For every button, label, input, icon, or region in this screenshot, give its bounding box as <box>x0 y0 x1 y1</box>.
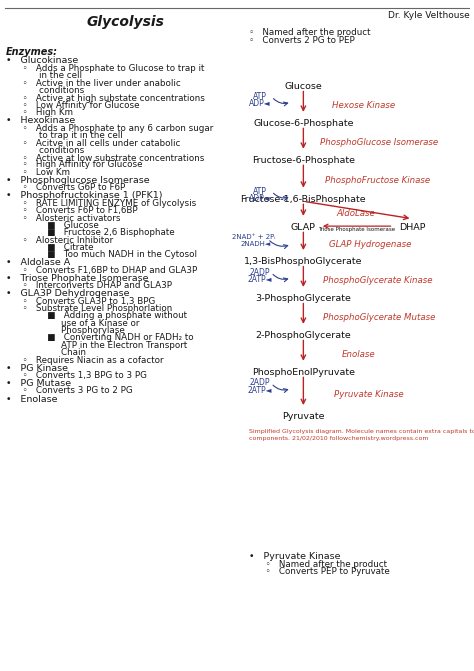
Text: Dr. Kyle Velthouse: Dr. Kyle Velthouse <box>388 11 469 20</box>
Text: ◦   Alosteric activators: ◦ Alosteric activators <box>6 214 120 223</box>
Text: PhosphoGlycerate Mutase: PhosphoGlycerate Mutase <box>323 313 436 321</box>
Text: •   Phosphoglucose Isomerase: • Phosphoglucose Isomerase <box>6 176 149 185</box>
Text: Enolase: Enolase <box>341 350 375 358</box>
Text: in the cell: in the cell <box>6 71 82 80</box>
Text: GLAP: GLAP <box>291 223 316 231</box>
Text: Simplified Glycolysis diagram. Molecule names contain extra capitals to illustra: Simplified Glycolysis diagram. Molecule … <box>249 429 474 442</box>
Text: Phosphorylase: Phosphorylase <box>6 326 125 335</box>
Text: ◦   High Affinity for Glucose: ◦ High Affinity for Glucose <box>6 160 142 169</box>
Text: PhosphoGlucose Isomerase: PhosphoGlucose Isomerase <box>320 138 438 146</box>
Text: Glucose: Glucose <box>284 82 322 91</box>
Text: ATP: ATP <box>253 187 267 195</box>
Text: 2ADP: 2ADP <box>249 378 270 387</box>
Text: •   PG Mutase: • PG Mutase <box>6 379 71 388</box>
Text: conditions: conditions <box>6 86 84 95</box>
Text: ■   Too much NADH in the Cytosol: ■ Too much NADH in the Cytosol <box>6 250 197 259</box>
Text: •   Pyruvate Kinase: • Pyruvate Kinase <box>249 552 340 560</box>
Text: ◦   Alosteric Inhibitor: ◦ Alosteric Inhibitor <box>6 236 113 244</box>
Text: •   Hexokinase: • Hexokinase <box>6 116 75 125</box>
Text: PhosphoGlycerate Kinase: PhosphoGlycerate Kinase <box>323 276 433 285</box>
Text: use of a Kinase or: use of a Kinase or <box>6 319 139 327</box>
Text: 2ADP: 2ADP <box>249 268 270 276</box>
Text: 1,3-BisPhosphoGlycerate: 1,3-BisPhosphoGlycerate <box>244 257 363 266</box>
Text: ◦   Requires Niacin as a cofactor: ◦ Requires Niacin as a cofactor <box>6 356 164 365</box>
Text: •   Aldolase A: • Aldolase A <box>6 258 70 267</box>
Text: •   Triose Phophate Isomerase: • Triose Phophate Isomerase <box>6 274 148 282</box>
Text: ADP◄: ADP◄ <box>249 194 271 203</box>
Text: •   Phosphofructokinase 1 (PFK1): • Phosphofructokinase 1 (PFK1) <box>6 191 162 200</box>
Text: •   Enolase: • Enolase <box>6 395 57 403</box>
Text: conditions: conditions <box>6 146 84 154</box>
Text: DHAP: DHAP <box>399 223 426 231</box>
Text: 2ATP◄: 2ATP◄ <box>247 275 272 284</box>
Text: •   Glucokinase: • Glucokinase <box>6 56 78 65</box>
Text: •   GLA3P Dehydrogenase: • GLA3P Dehydrogenase <box>6 289 129 298</box>
Text: Fructose-1,6-BisPhosphate: Fructose-1,6-BisPhosphate <box>240 195 366 203</box>
Text: Hexose Kinase: Hexose Kinase <box>332 101 395 109</box>
Text: Fructose-6-Phosphate: Fructose-6-Phosphate <box>252 156 355 164</box>
Text: Glucose-6-Phosphate: Glucose-6-Phosphate <box>253 119 354 127</box>
Text: ◦   Low Affinity for Glucose: ◦ Low Affinity for Glucose <box>6 101 139 109</box>
Text: ◦   Converts G6P to F6P: ◦ Converts G6P to F6P <box>6 183 125 192</box>
Text: Enzymes:: Enzymes: <box>6 47 58 57</box>
Text: 3-PhosphoGlycerate: 3-PhosphoGlycerate <box>255 294 351 303</box>
Text: ■   Converting NADH or FADH₂ to: ■ Converting NADH or FADH₂ to <box>6 333 193 342</box>
Text: Pyruvate Kinase: Pyruvate Kinase <box>334 390 404 399</box>
Text: ADP◄: ADP◄ <box>249 99 271 108</box>
Text: ◦   Adds a Phosphate to any 6 carbon sugar: ◦ Adds a Phosphate to any 6 carbon sugar <box>6 124 213 133</box>
Text: PhosphoEnolPyruvate: PhosphoEnolPyruvate <box>252 368 355 376</box>
Text: ◦   Converts 3 PG to 2 PG: ◦ Converts 3 PG to 2 PG <box>6 386 132 395</box>
Text: ◦   Converts PEP to Pyruvate: ◦ Converts PEP to Pyruvate <box>249 567 390 576</box>
Text: ◦   Adds a Phosphate to Glucose to trap it: ◦ Adds a Phosphate to Glucose to trap it <box>6 64 204 73</box>
Text: 2NAD⁺ + 2Pᵢ: 2NAD⁺ + 2Pᵢ <box>232 234 275 240</box>
Text: ◦   Interconverts DHAP and GLA3P: ◦ Interconverts DHAP and GLA3P <box>6 281 172 290</box>
Text: ◦   Substrate Level Phosphorlation: ◦ Substrate Level Phosphorlation <box>6 304 172 313</box>
Text: GLAP Hydrogenase: GLAP Hydrogenase <box>329 240 412 248</box>
Text: ◦   Active at low substrate concentrations: ◦ Active at low substrate concentrations <box>6 154 204 162</box>
Text: ◦   Acitve in all cells under catabolic: ◦ Acitve in all cells under catabolic <box>6 139 180 148</box>
Text: Glycolysis: Glycolysis <box>87 15 164 29</box>
Text: ◦   Named after the product: ◦ Named after the product <box>249 560 387 568</box>
Text: ◦   Converts F6P to F1,6BP: ◦ Converts F6P to F1,6BP <box>6 206 137 215</box>
Text: 2-PhosphoGlycerate: 2-PhosphoGlycerate <box>255 331 351 340</box>
Text: 2ATP◄: 2ATP◄ <box>247 386 272 395</box>
Text: 2NADH◄: 2NADH◄ <box>241 241 271 247</box>
Text: to trap it in the cell: to trap it in the cell <box>6 131 122 140</box>
Text: ATP in the Electron Transport: ATP in the Electron Transport <box>6 341 187 350</box>
Text: ◦   Converts 1,3 BPG to 3 PG: ◦ Converts 1,3 BPG to 3 PG <box>6 371 146 380</box>
Text: ■   Glucose: ■ Glucose <box>6 221 99 229</box>
Text: AldoLase: AldoLase <box>337 209 375 217</box>
Text: Triose Phosphate Isomerase: Triose Phosphate Isomerase <box>318 227 395 232</box>
Text: ◦   High Km: ◦ High Km <box>6 108 73 117</box>
Text: ◦   Converts F1,6BP to DHAP and GLA3P: ◦ Converts F1,6BP to DHAP and GLA3P <box>6 266 197 274</box>
Text: ■   Adding a phosphate without: ■ Adding a phosphate without <box>6 311 187 320</box>
Text: ◦   Active at high substate concentrations: ◦ Active at high substate concentrations <box>6 94 205 103</box>
Text: PhosphoFructose Kinase: PhosphoFructose Kinase <box>325 176 430 185</box>
Text: ■   Citrate: ■ Citrate <box>6 243 93 252</box>
Text: Pyruvate: Pyruvate <box>282 412 325 421</box>
Text: Chain: Chain <box>6 348 86 357</box>
Text: ◦   Converts 2 PG to PEP: ◦ Converts 2 PG to PEP <box>249 36 355 44</box>
Text: ◦   Converts GLA3P to 1,3 BPG: ◦ Converts GLA3P to 1,3 BPG <box>6 297 155 305</box>
Text: ■   Fructose 2,6 Bisphophate: ■ Fructose 2,6 Bisphophate <box>6 228 174 237</box>
Text: ◦   Named after the product: ◦ Named after the product <box>249 28 370 37</box>
Text: ◦   RATE LIMITING ENZYME of Glycolysis: ◦ RATE LIMITING ENZYME of Glycolysis <box>6 199 196 208</box>
Text: ◦   Active in the liver under anabolic: ◦ Active in the liver under anabolic <box>6 79 181 88</box>
Text: •   PG Kinase: • PG Kinase <box>6 364 68 373</box>
Text: ATP: ATP <box>253 92 267 101</box>
Text: ◦   Low Km: ◦ Low Km <box>6 168 70 176</box>
